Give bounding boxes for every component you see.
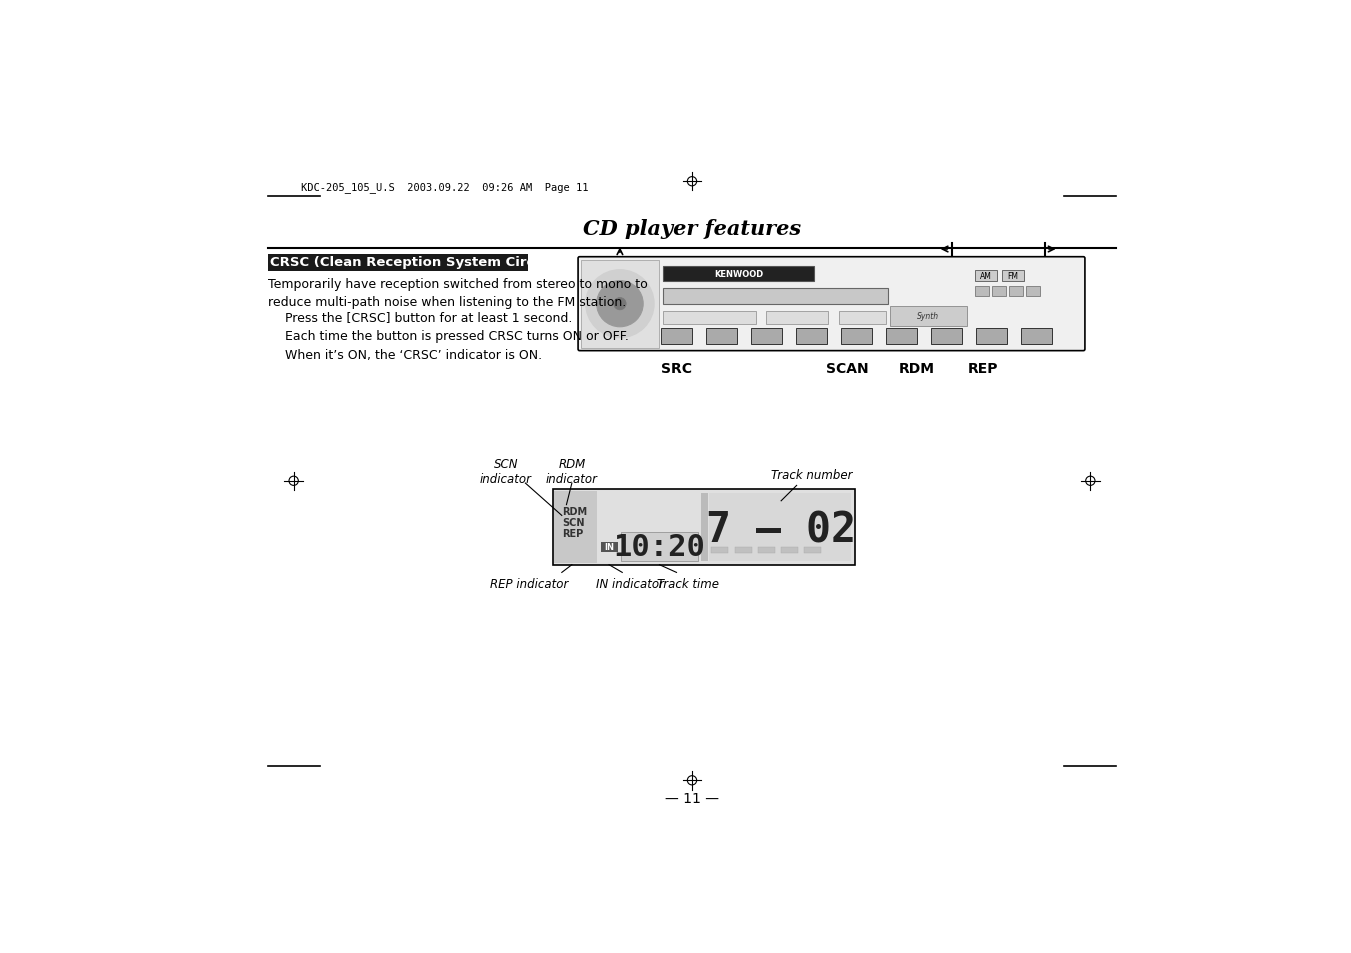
Bar [889,307,967,327]
Text: KDC-205_105_U.S  2003.09.22  09:26 AM  Page 11: KDC-205_105_U.S 2003.09.22 09:26 AM Page… [301,182,588,193]
Text: SCN: SCN [562,517,584,527]
Text: RDM: RDM [562,507,586,517]
Text: FM: FM [1008,272,1019,281]
Bar [707,328,736,345]
Bar [931,328,962,345]
Bar [581,260,659,348]
Text: 10:20: 10:20 [613,532,705,561]
Circle shape [613,298,626,311]
Text: KENWOOD: KENWOOD [713,270,763,279]
Bar [553,490,855,565]
Text: REP indicator: REP indicator [490,578,569,591]
Bar [886,328,917,345]
FancyBboxPatch shape [267,255,528,272]
Bar [839,312,886,325]
Text: CRSC (Clean Reception System Circuit): CRSC (Clean Reception System Circuit) [270,256,561,269]
Bar [554,491,597,563]
Text: REP: REP [967,362,998,376]
Bar [1002,271,1024,282]
Bar [840,328,871,345]
Bar [751,328,782,345]
Text: RDM
indicator: RDM indicator [546,457,598,485]
Bar [1009,287,1023,296]
Bar [709,494,851,561]
Text: REP: REP [562,528,584,538]
Text: CD player features: CD player features [582,219,801,239]
Text: IN: IN [604,543,615,552]
Text: SCAN: SCAN [825,362,869,376]
Bar [992,287,1006,296]
Text: AM: AM [979,272,992,281]
Bar [975,287,989,296]
Bar [663,267,815,282]
Text: 7 – 02: 7 – 02 [707,509,857,551]
FancyBboxPatch shape [578,257,1085,352]
Text: Press the [CRSC] button for at least 1 second.
Each time the button is pressed C: Press the [CRSC] button for at least 1 s… [285,311,630,361]
Text: IN indicator: IN indicator [596,578,663,591]
Text: Track time: Track time [657,578,719,591]
Text: SCN
indicator: SCN indicator [480,457,532,485]
Bar [712,547,728,554]
Bar [663,288,888,305]
Text: Temporarily have reception switched from stereo to mono to
reduce multi-path noi: Temporarily have reception switched from… [267,277,648,309]
Bar [701,494,708,561]
Bar [804,547,821,554]
Bar [781,547,798,554]
Text: — 11 —: — 11 — [665,791,719,805]
Bar [766,312,828,325]
Bar [661,328,692,345]
Bar [975,328,1006,345]
Bar [796,328,827,345]
Circle shape [586,271,654,338]
Bar [975,271,997,282]
Circle shape [597,281,643,328]
Bar [620,532,698,561]
Bar [663,312,757,325]
Bar [1020,328,1051,345]
Text: Synth: Synth [917,313,939,321]
Text: SRC: SRC [661,362,692,376]
Bar [601,542,617,553]
Bar [758,547,775,554]
Bar [735,547,751,554]
Bar [1025,287,1040,296]
Text: RDM: RDM [898,362,935,376]
Text: Track number: Track number [771,468,852,481]
